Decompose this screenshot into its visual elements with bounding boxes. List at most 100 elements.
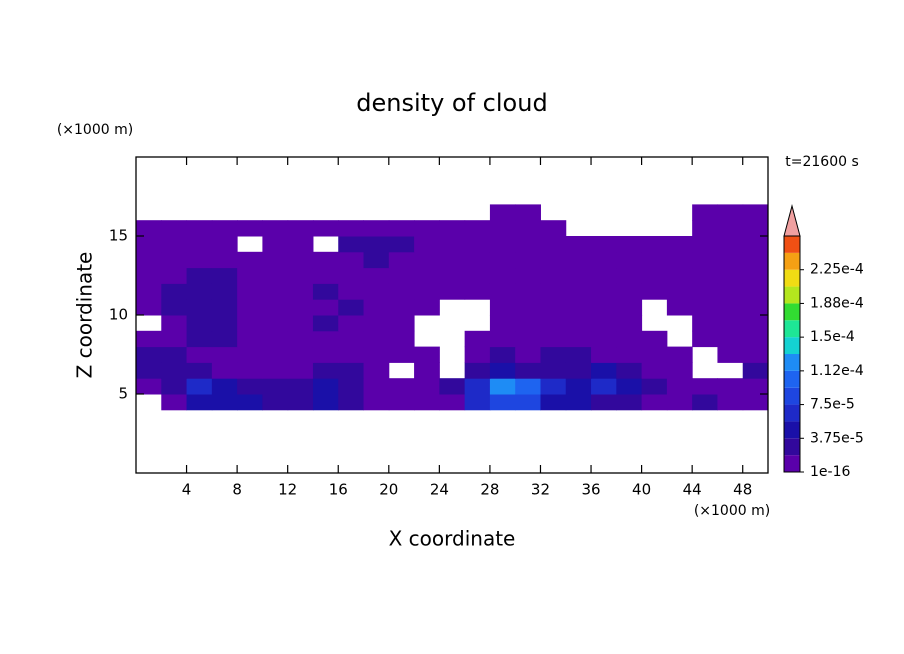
contour-cell — [136, 330, 162, 348]
contour-cell — [262, 267, 289, 284]
contour-cell — [540, 283, 567, 300]
colorbar-band — [784, 370, 800, 388]
contour-cell — [388, 378, 415, 395]
contour-cell — [515, 346, 541, 363]
contour-cell — [312, 362, 339, 379]
contour-cell — [287, 394, 314, 411]
contour-cell — [287, 330, 314, 348]
contour-cell — [262, 394, 289, 411]
contour-cell — [287, 220, 314, 237]
contour-cell — [616, 283, 643, 300]
contour-cell — [591, 299, 617, 316]
x-tick-label: 20 — [379, 481, 398, 499]
contour-cell — [186, 283, 213, 300]
contour-cell — [388, 394, 415, 411]
contour-cell — [439, 394, 466, 411]
contour-cell — [186, 346, 213, 363]
contour-cell — [136, 220, 162, 237]
contour-cell — [363, 378, 390, 395]
contour-cell — [363, 251, 390, 269]
contour-cell — [136, 346, 162, 363]
contour-cell — [540, 315, 567, 332]
contour-cell — [692, 251, 718, 269]
contour-cell — [388, 330, 415, 348]
contour-cell — [692, 236, 718, 253]
contour-cell — [692, 220, 718, 237]
contour-cell — [666, 283, 693, 300]
contour-cell — [388, 346, 415, 363]
contour-cell — [489, 330, 516, 348]
contour-cell — [136, 378, 162, 395]
contour-cell — [312, 220, 339, 237]
contour-cell — [414, 220, 440, 237]
contour-cell — [312, 394, 339, 411]
colorbar-band — [784, 404, 800, 422]
contour-cell — [237, 362, 263, 379]
colorbar-band — [784, 252, 800, 270]
contour-cell — [237, 378, 263, 395]
contour-cell — [666, 378, 693, 395]
contour-cell — [338, 299, 365, 316]
contour-cell — [641, 251, 668, 269]
contour-cell — [616, 346, 643, 363]
colorbar-band — [784, 236, 800, 253]
contour-cell — [489, 267, 516, 284]
contour-cell — [565, 251, 592, 269]
contour-cell — [414, 283, 440, 300]
contour-cell — [641, 346, 668, 363]
contour-cell — [186, 267, 213, 284]
contour-cell — [464, 220, 491, 237]
contour-cell — [338, 315, 365, 332]
contour-cell — [161, 220, 188, 237]
contour-cell — [161, 330, 188, 348]
contour-cell — [414, 378, 440, 395]
contour-cell — [489, 315, 516, 332]
contour-cell — [616, 267, 643, 284]
contour-cell — [388, 236, 415, 253]
contour-cell — [742, 362, 769, 379]
contour-cell — [237, 267, 263, 284]
contour-cell — [515, 251, 541, 269]
contour-cell — [161, 378, 188, 395]
colorbar-tick-label: 1.5e-4 — [810, 329, 855, 345]
contour-cell — [591, 251, 617, 269]
contour-cell — [312, 267, 339, 284]
contour-cell — [237, 220, 263, 237]
contour-cell — [591, 378, 617, 395]
contour-cell — [287, 236, 314, 253]
contour-cell — [237, 394, 263, 411]
contour-cell — [312, 299, 339, 316]
contour-cell — [464, 362, 491, 379]
contour-cell — [464, 378, 491, 395]
contour-cell — [287, 299, 314, 316]
contour-cell — [565, 236, 592, 253]
contour-cell — [591, 267, 617, 284]
contour-cell — [287, 362, 314, 379]
contour-cell — [262, 362, 289, 379]
contour-cell — [540, 267, 567, 284]
contour-cell — [464, 236, 491, 253]
contour-cell — [388, 220, 415, 237]
colorbar-band — [784, 421, 800, 439]
contour-cell — [136, 251, 162, 269]
contour-cell — [692, 204, 718, 221]
contour-field — [136, 204, 769, 411]
contour-cell — [211, 362, 238, 379]
contour-cell — [211, 267, 238, 284]
contour-cell — [388, 299, 415, 316]
contour-cell — [161, 394, 188, 411]
contour-cell — [211, 394, 238, 411]
contour-cell — [136, 362, 162, 379]
contour-cell — [591, 394, 617, 411]
contour-cell — [211, 220, 238, 237]
contour-cell — [136, 283, 162, 300]
contour-cell — [161, 236, 188, 253]
contour-cell — [666, 299, 693, 316]
x-tick-label: 28 — [480, 481, 499, 499]
contour-cell — [136, 299, 162, 316]
contour-cell — [211, 378, 238, 395]
contour-cell — [717, 394, 744, 411]
contour-cell — [565, 394, 592, 411]
colorbar-band — [784, 387, 800, 405]
